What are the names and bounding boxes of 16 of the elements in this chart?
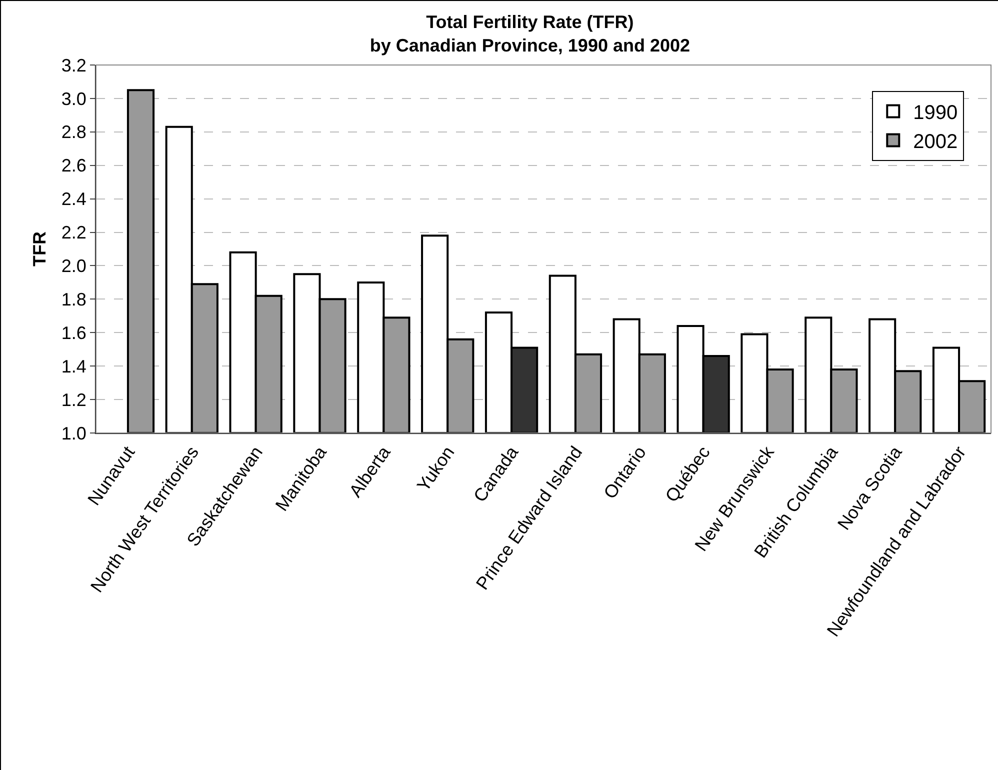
y-tick-label: 1.2 xyxy=(61,390,86,410)
y-tick-label: 1.4 xyxy=(61,356,86,376)
y-tick-label: 1.0 xyxy=(61,423,86,444)
chart-title: Total Fertility Rate (TFR) by Canadian Province, 1990 and 2002 xyxy=(370,12,690,56)
y-axis-title: TFR xyxy=(30,232,50,266)
y-tick-label: 2.0 xyxy=(61,256,86,276)
y-tick-label: 1.6 xyxy=(61,322,86,343)
legend-label: 2002 xyxy=(913,131,958,154)
y-tick-label: 3.2 xyxy=(61,55,86,76)
y-tick-label: 2.4 xyxy=(61,189,86,210)
y-tick-label: 3.0 xyxy=(61,88,86,109)
y-tick-label: 1.8 xyxy=(61,289,86,310)
y-tick-label: 2.6 xyxy=(61,156,86,176)
legend-label: 1990 xyxy=(913,102,958,124)
y-tick-label: 2.8 xyxy=(61,122,86,142)
y-tick-label: 2.2 xyxy=(61,222,86,243)
